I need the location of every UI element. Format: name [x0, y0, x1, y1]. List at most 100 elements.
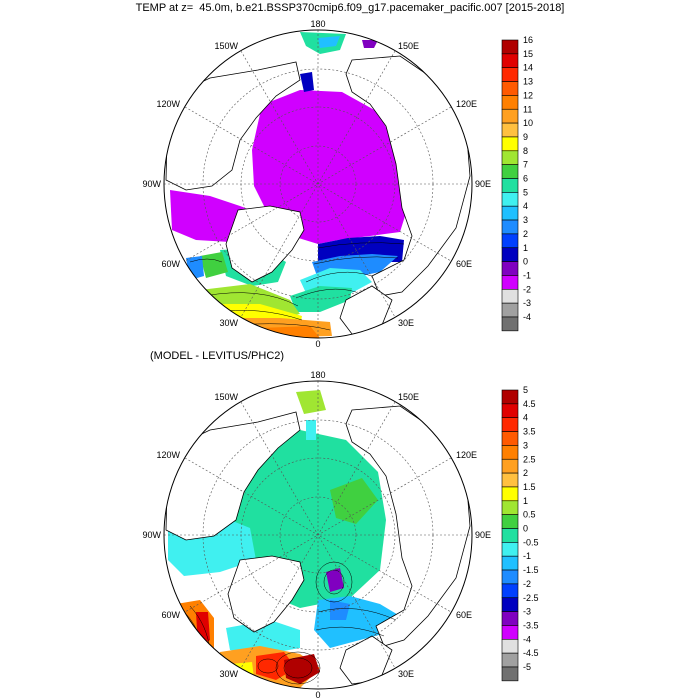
- colorbar-swatch: [501, 583, 519, 599]
- lon-label-90e: 90E: [475, 530, 491, 540]
- greenland-sea-diff: [226, 620, 300, 656]
- colorbar-tick-label: 12: [523, 90, 533, 100]
- colorbar-swatch: [501, 445, 519, 460]
- lon-label-120e: 120E: [456, 99, 477, 109]
- colorbar-tick-label: 1: [523, 243, 528, 253]
- colorbar-tick-label: 0: [523, 257, 528, 267]
- figure-title: TEMP at z= 45.0m, b.e21.BSSP370cmip6.f09…: [135, 2, 565, 14]
- colorbar-tick-label: -3.5: [523, 620, 539, 630]
- colorbar-swatch: [501, 205, 519, 221]
- colorbar-tick-label: 2: [523, 468, 528, 478]
- lon-label-180: 180: [310, 370, 325, 380]
- colorbar-swatch: [501, 472, 519, 488]
- colorbar-swatch: [501, 569, 519, 585]
- lon-label-0: 0: [315, 690, 320, 700]
- colorbar-swatch: [501, 67, 519, 82]
- colorbar-swatch: [501, 652, 519, 668]
- colorbar-swatch: [501, 81, 519, 96]
- colorbar-tick-label: 3.5: [523, 427, 536, 437]
- map-boundary-top: [163, 29, 473, 339]
- colorbar-tick-label: 16: [523, 35, 533, 45]
- lon-label-30e: 30E: [398, 318, 414, 328]
- colorbar-tick-label: 5: [523, 385, 528, 395]
- colorbar-swatch: [501, 611, 519, 626]
- colorbar-swatch: [501, 178, 519, 193]
- colorbar-tick-label: 2.5: [523, 454, 536, 464]
- colorbar-swatch: [501, 219, 519, 235]
- map-boundary-bottom: [163, 380, 473, 690]
- bering-strait-water: [300, 72, 314, 92]
- colorbar-swatch: [501, 95, 519, 110]
- colorbar-tick-label: -3: [523, 298, 531, 308]
- colorbar-swatch: [501, 261, 519, 276]
- colorbar-swatch: [501, 108, 519, 124]
- colorbar-tick-label: -1.5: [523, 565, 539, 575]
- colorbar-swatch: [501, 302, 519, 318]
- lon-label-120w: 120W: [156, 99, 180, 109]
- lon-label-60e: 60E: [456, 259, 472, 269]
- colorbar-tick-label: 3: [523, 215, 528, 225]
- lon-label-120w: 120W: [156, 450, 180, 460]
- lon-label-90w: 90W: [142, 530, 161, 540]
- colorbar-tick-label: 1.5: [523, 482, 536, 492]
- lon-label-60w: 60W: [161, 259, 180, 269]
- colorbar-tick-label: 11: [523, 104, 532, 114]
- colorbar-swatch: [501, 288, 519, 304]
- colorbar-swatch: [501, 316, 519, 332]
- colorbar-tick-label: 4.5: [523, 399, 536, 409]
- colorbar-tick-label: -3: [523, 607, 531, 617]
- greenland-land-diff: [227, 555, 305, 633]
- colorbar-swatch: [501, 542, 519, 557]
- graticule-bottom: [164, 381, 472, 689]
- lon-label-150w: 150W: [214, 392, 238, 402]
- colorbar-swatch: [501, 233, 519, 249]
- colorbar-tick-label: -4: [523, 634, 531, 644]
- longitude-labels-bottom: 180 150W 150E 120W 120E 90W 90E 60W 60E …: [142, 370, 491, 700]
- colorbar-tick-label: -4: [523, 312, 531, 322]
- lon-label-90w: 90W: [142, 179, 161, 189]
- bering-diff: [296, 390, 326, 414]
- colorbar-swatch: [501, 528, 519, 543]
- lon-label-150e: 150E: [398, 392, 419, 402]
- colorbar-tick-label: 4: [523, 201, 528, 211]
- colorbar-swatch: [501, 275, 519, 290]
- colorbar-tick-label: 0: [523, 524, 528, 534]
- lon-label-90e: 90E: [475, 179, 491, 189]
- colorbar-swatch: [501, 597, 519, 612]
- colorbar-swatch: [501, 500, 519, 515]
- colorbar-swatch: [501, 417, 519, 432]
- colorbar-swatch: [501, 638, 519, 654]
- colorbar-tick-label: 6: [523, 174, 528, 184]
- colorbar-swatch: [501, 192, 519, 207]
- colorbar-tick-label: 10: [523, 118, 533, 128]
- colorbar-tick-label: 5: [523, 187, 528, 197]
- difference-colorbar: 5 4.5 4 3.5 3 2.5 2 1.5 1 0.5 0 -0.5 -1 -1.5 -2 -2.5 -3 -…: [501, 385, 539, 682]
- lon-label-150e: 150E: [398, 41, 419, 51]
- colorbar-swatch: [501, 164, 519, 179]
- difference-panel-subtitle: (MODEL - LEVITUS/PHC2): [150, 350, 285, 362]
- colorbar-tick-label: -2: [523, 579, 531, 589]
- colorbar-tick-label: -1: [523, 551, 531, 561]
- lon-label-60w: 60W: [161, 610, 180, 620]
- colorbar-swatch: [501, 136, 519, 152]
- colorbar-tick-label: 15: [523, 49, 533, 59]
- colorbar-tick-label: -2: [523, 284, 531, 294]
- lon-label-0: 0: [315, 339, 320, 349]
- colorbar-tick-label: 1: [523, 496, 528, 506]
- colorbar-swatch: [501, 389, 519, 405]
- colorbar-swatch: [501, 458, 519, 474]
- colorbar-swatch: [501, 122, 519, 138]
- lon-label-30w: 30W: [219, 318, 238, 328]
- colorbar-tick-label: -0.5: [523, 537, 539, 547]
- lon-label-180: 180: [310, 19, 325, 29]
- colorbar-tick-label: 2: [523, 229, 528, 239]
- colorbar-tick-label: -1: [523, 270, 531, 280]
- colorbar-tick-label: 0.5: [523, 510, 536, 520]
- lon-label-60e: 60E: [456, 610, 472, 620]
- north-america-land: [165, 61, 301, 191]
- colorbar-tick-label: 13: [523, 77, 533, 87]
- lon-label-30w: 30W: [219, 669, 238, 679]
- colorbar-tick-label: -2.5: [523, 593, 539, 603]
